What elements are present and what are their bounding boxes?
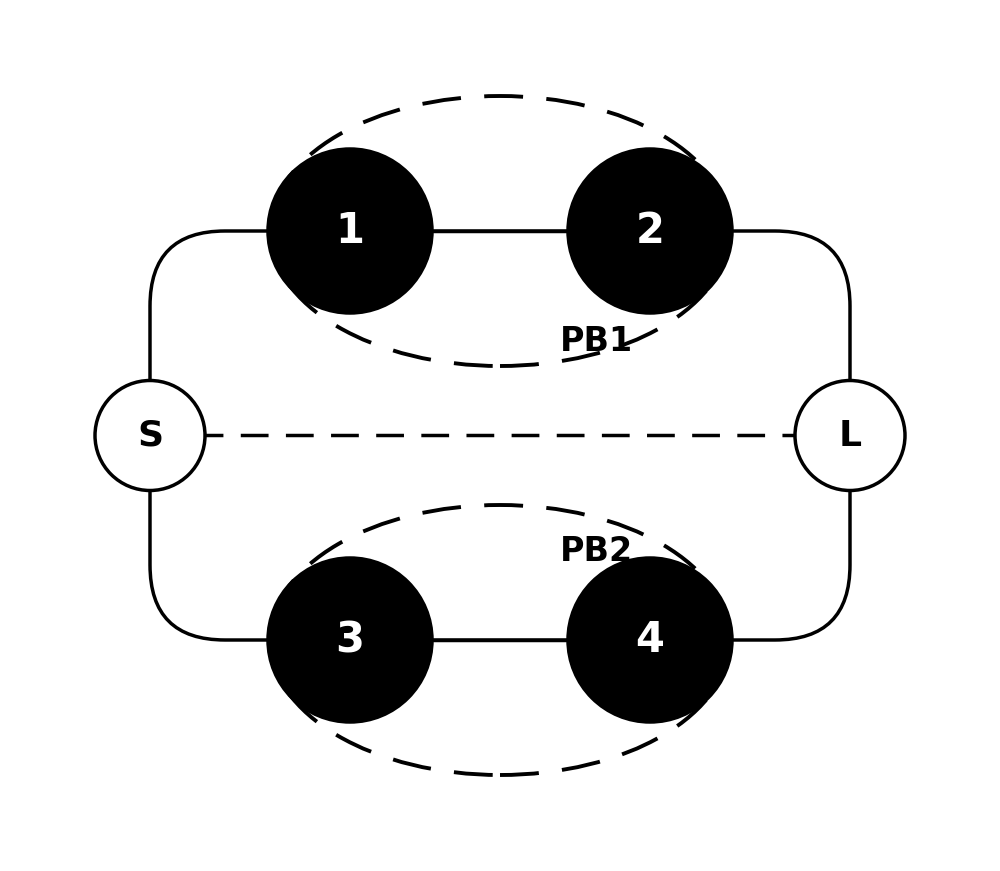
Text: 3: 3 bbox=[336, 619, 364, 661]
Circle shape bbox=[95, 381, 205, 490]
Circle shape bbox=[795, 381, 905, 490]
Text: 4: 4 bbox=[636, 619, 664, 661]
Text: PB2: PB2 bbox=[560, 535, 633, 568]
Circle shape bbox=[268, 558, 432, 722]
Text: PB1: PB1 bbox=[560, 325, 633, 357]
Circle shape bbox=[268, 149, 432, 313]
Circle shape bbox=[568, 558, 732, 722]
Text: S: S bbox=[137, 418, 163, 453]
Text: 1: 1 bbox=[336, 210, 364, 252]
Text: L: L bbox=[838, 418, 862, 453]
Circle shape bbox=[568, 149, 732, 313]
Text: 2: 2 bbox=[636, 210, 664, 252]
